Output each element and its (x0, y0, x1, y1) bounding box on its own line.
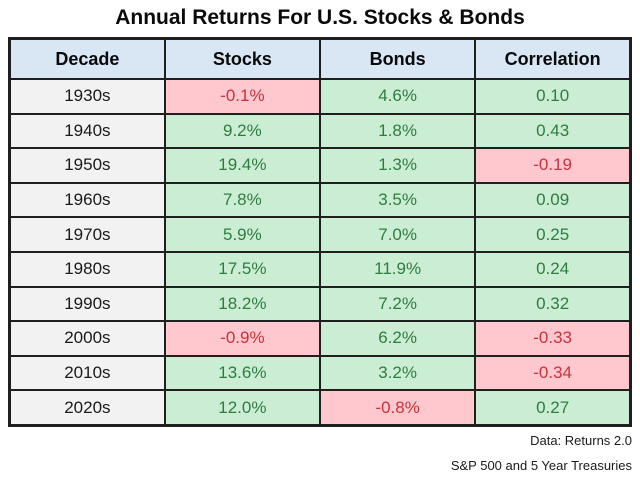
decade-cell: 2000s (8, 320, 166, 357)
footer-notes: Data: Returns 2.0 S&P 500 and 5 Year Tre… (8, 433, 632, 473)
stocks-cell: 17.5% (163, 250, 322, 288)
stocks-cell: 19.4% (163, 147, 322, 184)
correlation-cell: -0.19 (474, 147, 632, 184)
stocks-cell: 13.6% (163, 354, 322, 392)
bonds-cell: 3.2% (318, 354, 477, 392)
correlation-cell: 0.32 (474, 285, 632, 323)
data-source-note: Data: Returns 2.0 (530, 432, 632, 448)
stocks-cell: -0.9% (163, 320, 322, 357)
col-header-bonds: Bonds (318, 37, 477, 80)
table-row: 1990s 18.2% 7.2% 0.32 (8, 285, 632, 323)
table-row: 1980s 17.5% 11.9% 0.24 (8, 250, 632, 288)
bonds-cell: 1.3% (318, 147, 477, 184)
decade-cell: 1930s (8, 78, 166, 115)
correlation-cell: -0.34 (474, 354, 632, 392)
table-row: 2000s -0.9% 6.2% -0.33 (8, 320, 632, 357)
bonds-cell: 6.2% (318, 320, 477, 357)
decade-cell: 1990s (8, 285, 166, 323)
bonds-cell: 3.5% (318, 181, 477, 219)
table-row: 1940s 9.2% 1.8% 0.43 (8, 112, 632, 150)
correlation-cell: 0.27 (474, 389, 632, 427)
table-row: 1950s 19.4% 1.3% -0.19 (8, 147, 632, 184)
table-row: 2010s 13.6% 3.2% -0.34 (8, 354, 632, 392)
stocks-cell: 9.2% (163, 112, 322, 150)
table-row: 1960s 7.8% 3.5% 0.09 (8, 181, 632, 219)
col-header-stocks: Stocks (163, 37, 322, 80)
correlation-cell: 0.10 (474, 78, 632, 115)
col-header-decade: Decade (8, 37, 166, 80)
correlation-cell: 0.25 (474, 216, 632, 253)
decade-cell: 1950s (8, 147, 166, 184)
col-header-correlation: Correlation (474, 37, 632, 80)
correlation-cell: 0.43 (474, 112, 632, 150)
table-row: 2020s 12.0% -0.8% 0.27 (8, 389, 632, 427)
decade-cell: 1940s (8, 112, 166, 150)
correlation-cell: -0.33 (474, 320, 632, 357)
stocks-cell: 7.8% (163, 181, 322, 219)
bonds-cell: -0.8% (318, 389, 477, 427)
decade-cell: 2010s (8, 354, 166, 392)
stocks-cell: 5.9% (163, 216, 322, 253)
bonds-cell: 7.2% (318, 285, 477, 323)
stocks-cell: 12.0% (163, 389, 322, 427)
returns-table: Decade Stocks Bonds Correlation 1930s -0… (8, 37, 632, 427)
stocks-cell: 18.2% (163, 285, 322, 323)
series-note: S&P 500 and 5 Year Treasuries (450, 457, 632, 473)
decade-cell: 2020s (8, 389, 166, 427)
bonds-cell: 1.8% (318, 112, 477, 150)
bonds-cell: 4.6% (318, 78, 477, 115)
decade-cell: 1970s (8, 216, 166, 253)
decade-cell: 1960s (8, 181, 166, 219)
table-row: 1970s 5.9% 7.0% 0.25 (8, 216, 632, 253)
stocks-cell: -0.1% (163, 78, 322, 115)
table-row: 1930s -0.1% 4.6% 0.10 (8, 78, 632, 115)
table-header-row: Decade Stocks Bonds Correlation (8, 37, 632, 80)
bonds-cell: 7.0% (318, 216, 477, 253)
chart-title: Annual Returns For U.S. Stocks & Bonds (115, 6, 525, 29)
bonds-cell: 11.9% (318, 250, 477, 288)
correlation-cell: 0.09 (474, 181, 632, 219)
decade-cell: 1980s (8, 250, 166, 288)
correlation-cell: 0.24 (474, 250, 632, 288)
